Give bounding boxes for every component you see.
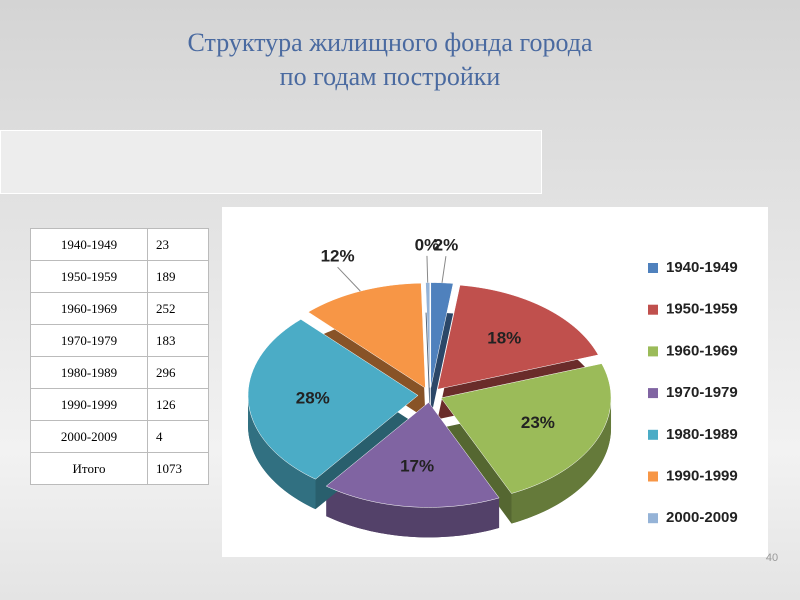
table-cell: 1980-1989 xyxy=(30,356,148,389)
table-cell: 1990-1999 xyxy=(30,388,148,421)
table-cell: 2000-2009 xyxy=(30,420,148,453)
data-label: 2% xyxy=(434,236,459,255)
slice-side xyxy=(248,395,316,510)
table-row: 1960-1969 252 xyxy=(30,292,209,325)
legend-swatch xyxy=(648,429,658,440)
title-line: по годам постройки xyxy=(279,62,501,91)
table-cell: 126 xyxy=(147,388,209,421)
data-label: 23% xyxy=(521,413,555,432)
table-cell: Итого xyxy=(30,452,148,485)
table-cell: 1970-1979 xyxy=(30,324,148,357)
legend-swatch xyxy=(648,513,658,524)
legend-swatch xyxy=(648,263,658,273)
legend-swatch xyxy=(648,346,658,357)
slice xyxy=(307,282,426,389)
table-cell: 252 xyxy=(147,292,209,325)
data-label: 18% xyxy=(487,328,521,347)
slice-side xyxy=(511,397,612,524)
legend-label: 1950-1959 xyxy=(666,301,738,318)
page-number: 40 xyxy=(766,552,778,564)
legend-swatch xyxy=(648,388,658,399)
slice xyxy=(430,282,454,388)
table-row: 2000-2009 4 xyxy=(30,420,209,453)
legend-label: 1940-1949 xyxy=(666,259,738,276)
legend-label: 1970-1979 xyxy=(666,384,738,401)
banner xyxy=(0,130,542,194)
table-row: 1940-1949 23 xyxy=(30,228,209,261)
slice xyxy=(247,319,419,480)
leader-line xyxy=(337,266,361,292)
leader-line xyxy=(426,255,429,283)
table-row: 1990-1999 126 xyxy=(30,388,209,421)
legend-swatch xyxy=(648,471,658,482)
data-label: 0% xyxy=(415,235,440,254)
leader-line xyxy=(441,256,447,283)
data-label: 28% xyxy=(296,389,330,408)
table-row: Итого 1073 xyxy=(30,452,209,485)
legend-label: 1980-1989 xyxy=(666,426,738,443)
legend-label: 1990-1999 xyxy=(666,467,738,484)
title-line: Структура жилищного фонда города xyxy=(187,28,593,57)
legend-swatch xyxy=(648,304,658,315)
data-label: 12% xyxy=(321,247,355,266)
slice xyxy=(437,284,599,390)
table-cell: 1073 xyxy=(147,452,209,485)
table-row: 1970-1979 183 xyxy=(30,324,209,357)
slice xyxy=(440,363,612,494)
legend-label: 2000-2009 xyxy=(666,509,738,526)
slice xyxy=(325,402,500,508)
data-label: 17% xyxy=(400,457,434,476)
legend-label: 1960-1969 xyxy=(666,342,738,359)
data-table: 1940-1949 23 1950-1959 189 1960-1969 252 1970-… xyxy=(30,228,209,485)
slice-side xyxy=(326,486,500,538)
